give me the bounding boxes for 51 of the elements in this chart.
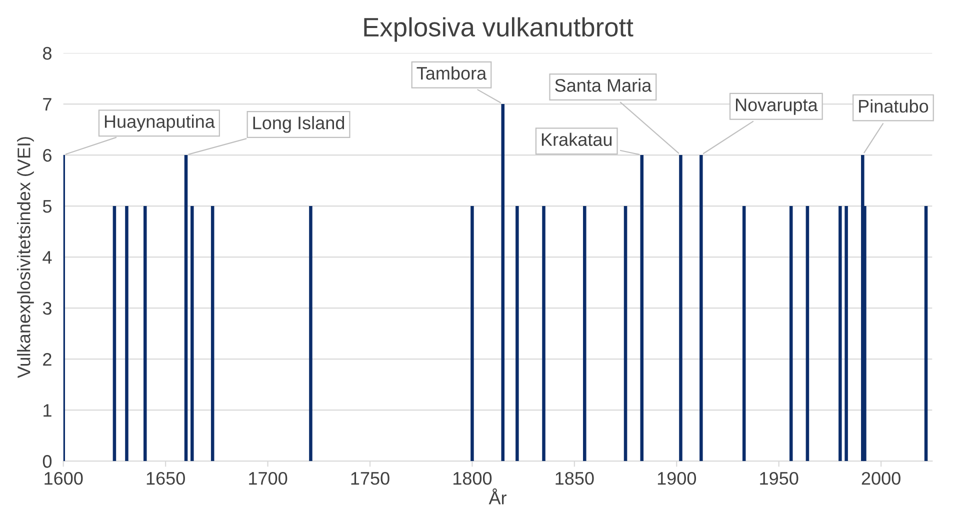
y-tick-label: 5 xyxy=(42,200,52,213)
bar xyxy=(700,155,703,462)
bar xyxy=(470,206,474,462)
x-tick-label: 1900 xyxy=(658,472,696,485)
bar xyxy=(624,206,628,462)
x-tick-label: 2000 xyxy=(862,472,900,485)
annotation: Huaynaputina xyxy=(104,114,215,132)
bar xyxy=(210,206,214,462)
y-axis-title: Vulkanexplosivitetsindex (VEI) xyxy=(17,137,34,378)
bar xyxy=(679,155,682,462)
bar xyxy=(542,206,546,462)
annotation: Tambora xyxy=(416,66,487,80)
x-tick-label: 1750 xyxy=(351,472,390,485)
bar xyxy=(112,206,116,462)
x-tick-label: 1700 xyxy=(249,472,288,485)
y-tick-label: 1 xyxy=(44,404,52,417)
annotation: Krakatau xyxy=(542,132,612,146)
bar xyxy=(806,206,810,462)
y-tick-label: 6 xyxy=(43,148,52,162)
annotation: Pinatubo xyxy=(859,99,928,113)
y-tick-label: 2 xyxy=(43,353,52,366)
bar xyxy=(63,155,65,462)
bar xyxy=(516,206,519,462)
bar xyxy=(742,206,746,462)
bar xyxy=(583,206,586,462)
chart-title: Explosiva vulkanutbrott xyxy=(364,17,634,42)
y-tick-label: 0 xyxy=(42,455,52,468)
bar xyxy=(640,155,644,462)
annotation: Long Island xyxy=(253,116,344,133)
bar xyxy=(143,206,147,462)
x-axis-title: År xyxy=(488,488,506,504)
y-tick-label: 7 xyxy=(43,98,52,111)
bar xyxy=(184,155,188,462)
x-tick-label: 1950 xyxy=(760,472,798,485)
bar xyxy=(125,206,128,462)
y-tick-label: 8 xyxy=(42,46,52,60)
bar xyxy=(190,206,194,462)
y-tick-label: 3 xyxy=(42,302,52,315)
x-tick-label: 1600 xyxy=(44,472,83,485)
annotation: Novarupta xyxy=(736,98,818,115)
x-tick-label: 1800 xyxy=(454,472,492,485)
bar xyxy=(924,206,928,462)
bar xyxy=(844,206,848,462)
annotation: Santa Maria xyxy=(555,78,652,92)
bar xyxy=(789,206,793,462)
x-tick-label: 1850 xyxy=(556,472,594,485)
y-tick-label: 4 xyxy=(42,251,52,264)
x-tick-label: 1650 xyxy=(146,472,185,485)
bar xyxy=(501,104,505,462)
bar xyxy=(838,206,842,462)
bar xyxy=(309,206,312,462)
